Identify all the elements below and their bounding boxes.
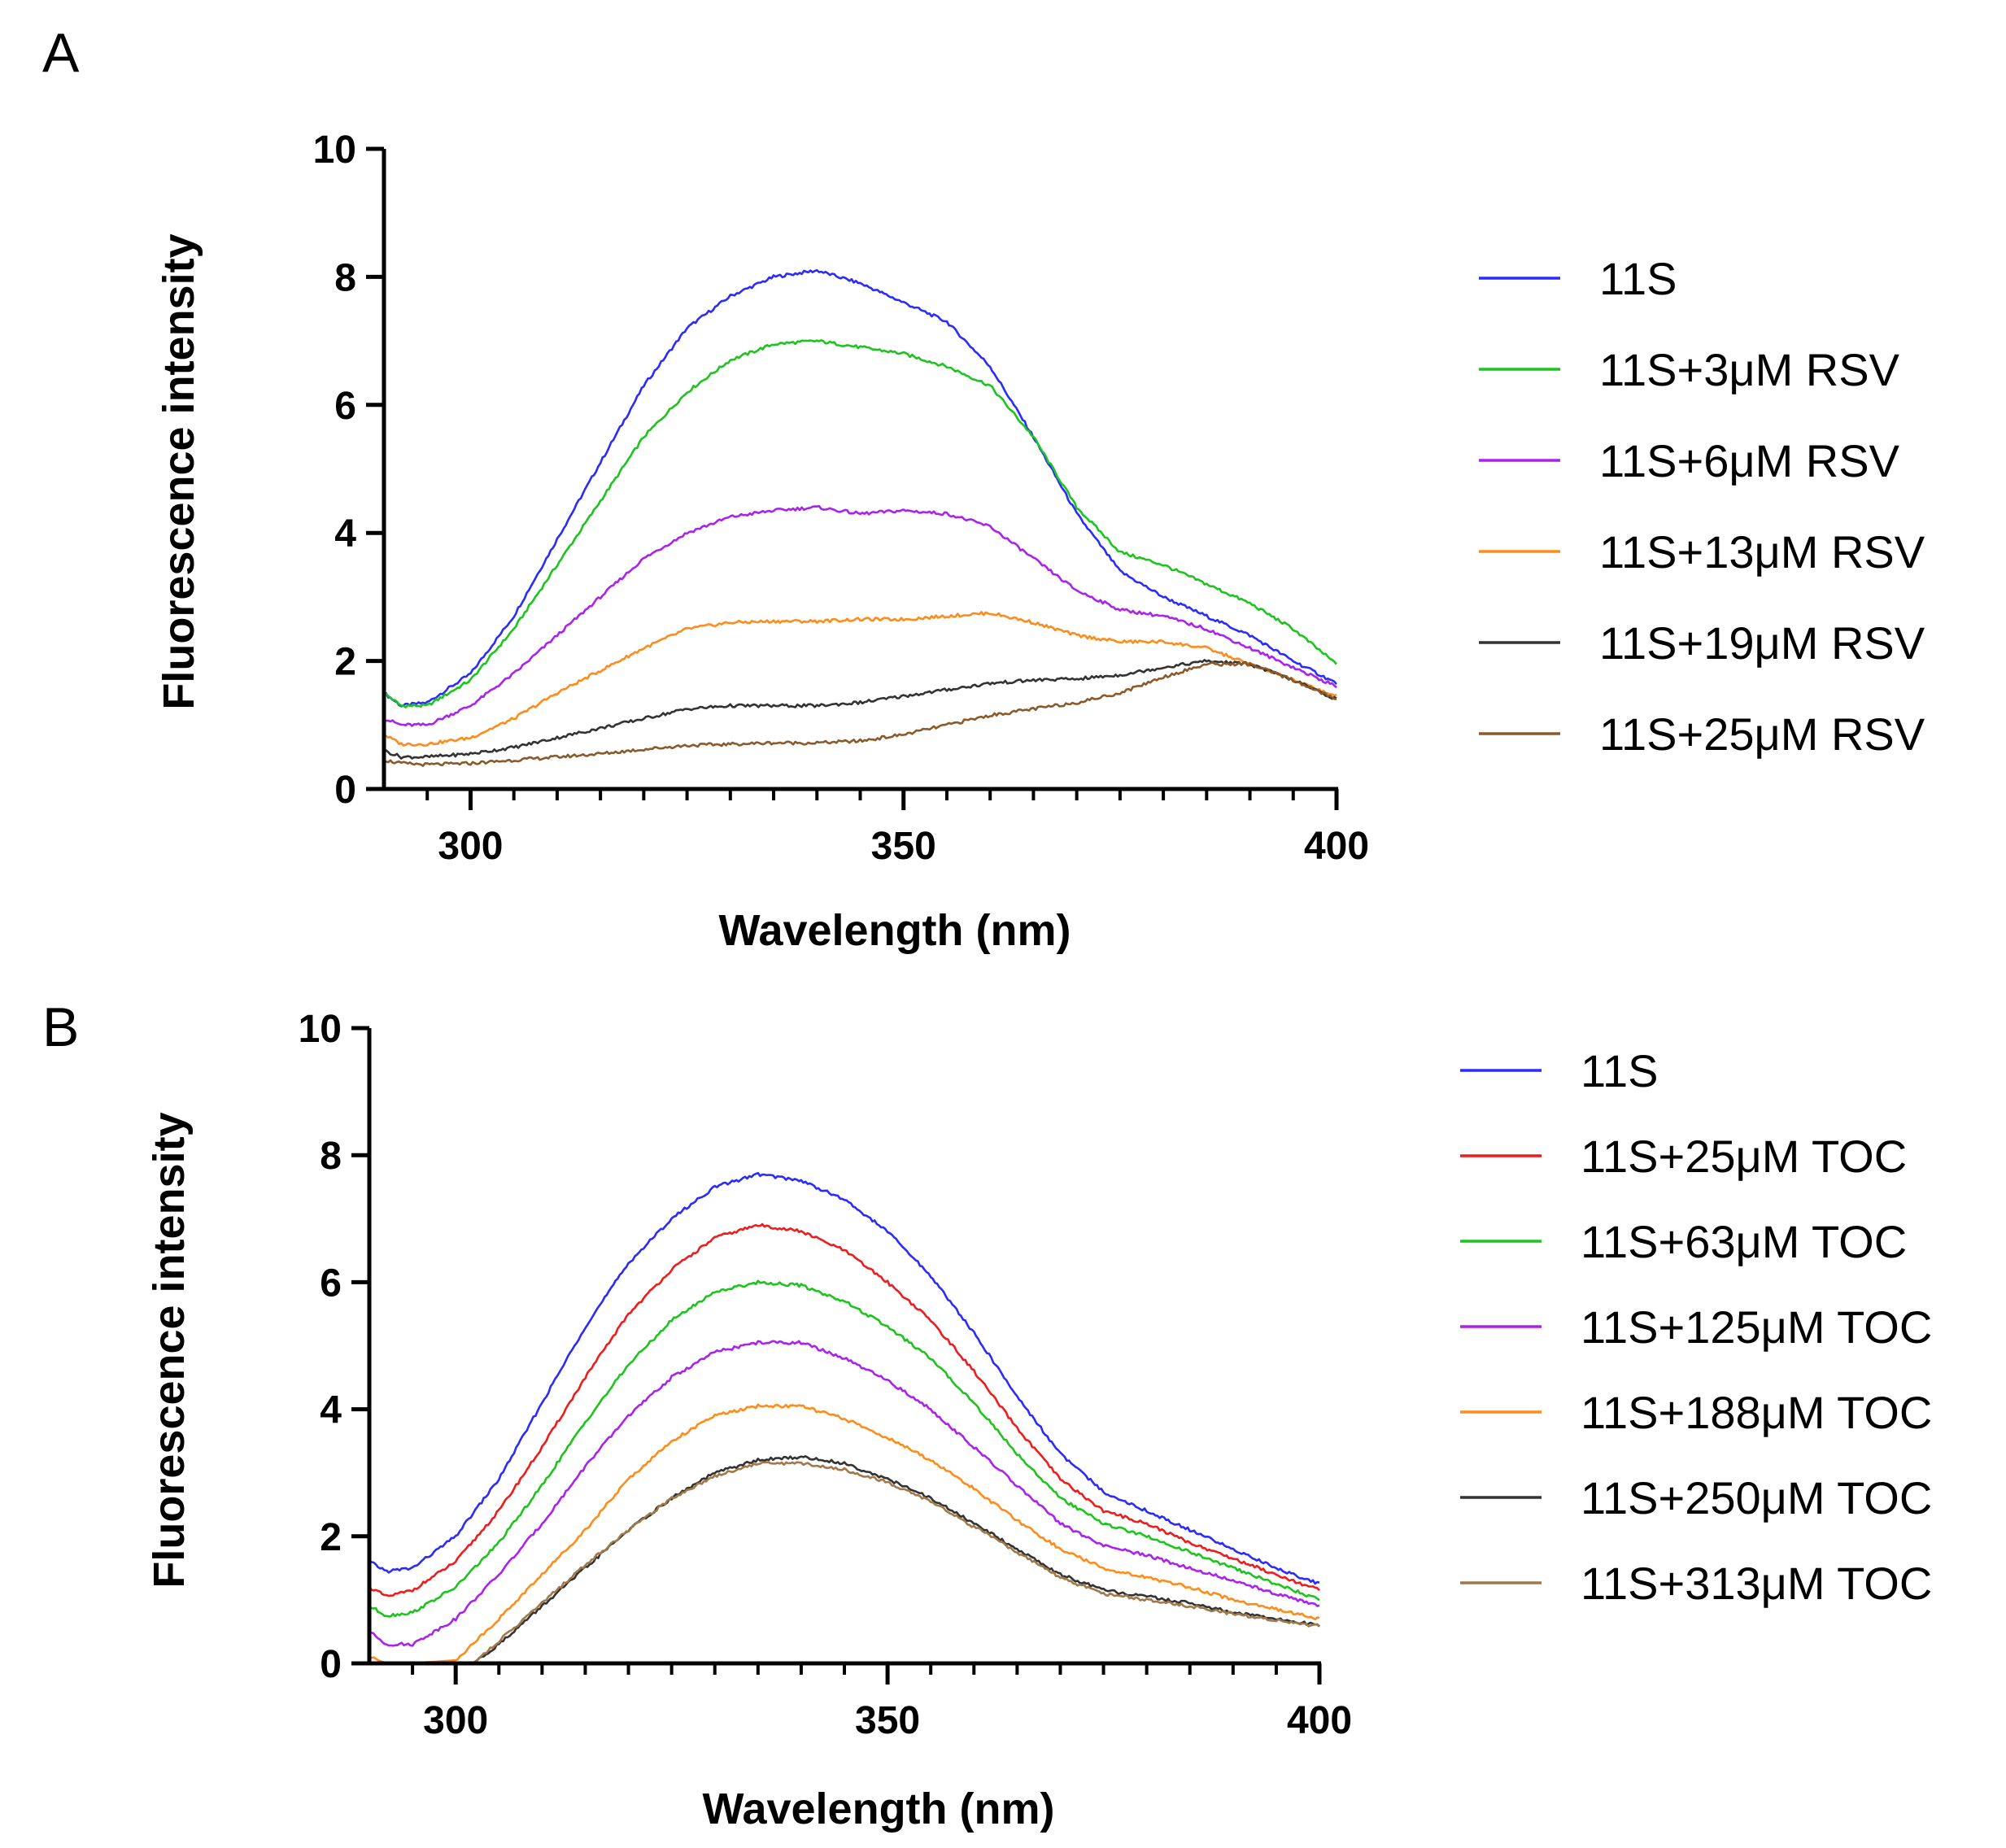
panel-b-x-tick-label: 400 xyxy=(1287,1699,1352,1742)
panel-b-y-tick-label: 8 xyxy=(320,1135,342,1178)
panel-b: B Wavelength (nm) Fluorescence intensity… xyxy=(42,996,1932,1833)
panel-a-series-line-5 xyxy=(383,661,1337,767)
panel-a-legend-label: 11S+3μM RSV xyxy=(1599,344,1900,395)
panel-a-y-tick-label: 8 xyxy=(334,256,356,299)
panel-a-series-line-2 xyxy=(383,504,1337,727)
panel-b-y-tick-label: 6 xyxy=(320,1262,342,1305)
panel-a-x-tick-label: 300 xyxy=(438,825,503,868)
panel-b-label: B xyxy=(42,996,79,1058)
panel-b-x-axis-title: Wavelength (nm) xyxy=(702,1785,1054,1833)
panel-a-x-tick-label: 400 xyxy=(1304,825,1369,868)
panel-b-y-axis-title: Fluorescence intensity xyxy=(145,1112,194,1588)
panel-b-legend-label: 11S+250μM TOC xyxy=(1581,1472,1932,1523)
panel-a-y-tick-label: 2 xyxy=(334,641,356,684)
panel-b-y-tick-label: 0 xyxy=(320,1643,342,1686)
panel-a-series-line-0 xyxy=(383,268,1338,708)
panel-b-series-line-0 xyxy=(368,1171,1320,1585)
panel-b-series-line-3 xyxy=(368,1340,1320,1647)
panel-a-y-tick-label: 4 xyxy=(334,512,356,556)
panel-b-series-line-5 xyxy=(369,1455,1320,1665)
panel-a-series-line-1 xyxy=(383,339,1337,708)
panel-a-legend-label: 11S+13μM RSV xyxy=(1599,526,1925,578)
panel-b-series-line-1 xyxy=(368,1223,1320,1597)
panel-b-y-tick-label: 4 xyxy=(320,1389,342,1432)
panel-a-y-axis-title: Fluorescence intensity xyxy=(155,233,203,709)
panel-b-legend-label: 11S xyxy=(1581,1045,1658,1096)
panel-b-x-tick-label: 350 xyxy=(855,1699,920,1742)
panel-a-x-tick-label: 350 xyxy=(871,825,936,868)
panel-b-x-tick-label: 300 xyxy=(423,1699,488,1742)
panel-b-series-line-6 xyxy=(369,1461,1320,1665)
panel-a-y-tick-label: 0 xyxy=(334,769,356,812)
panel-a-legend-label: 11S+6μM RSV xyxy=(1599,435,1900,486)
panel-a-legend-label: 11S+19μM RSV xyxy=(1599,617,1925,669)
panel-a-y-tick-label: 10 xyxy=(313,129,356,172)
panel-a-label: A xyxy=(42,22,80,84)
panel-b-legend-label: 11S+25μM TOC xyxy=(1581,1131,1907,1182)
panel-b-legend-label: 11S+125μM TOC xyxy=(1581,1301,1932,1353)
panel-b-legend-label: 11S+188μM TOC xyxy=(1581,1387,1932,1438)
panel-a-legend-label: 11S xyxy=(1599,253,1677,304)
panel-b-series-line-4 xyxy=(368,1403,1320,1665)
panel-a-y-tick-label: 6 xyxy=(334,385,356,428)
panel-a-legend-label: 11S+25μM RSV xyxy=(1599,708,1925,760)
panel-b-legend-label: 11S+63μM TOC xyxy=(1581,1216,1907,1267)
panel-a: A Wavelength (nm) Fluorescence intensity… xyxy=(42,22,1925,955)
panel-a-x-axis-title: Wavelength (nm) xyxy=(718,906,1071,955)
panel-a-series-line-4 xyxy=(383,659,1337,760)
panel-a-series-line-3 xyxy=(383,611,1337,747)
panel-b-y-tick-label: 2 xyxy=(320,1516,342,1559)
panel-b-series-line-2 xyxy=(368,1279,1320,1618)
panel-b-legend-label: 11S+313μM TOC xyxy=(1581,1558,1932,1609)
panel-b-y-tick-label: 10 xyxy=(299,1008,342,1051)
